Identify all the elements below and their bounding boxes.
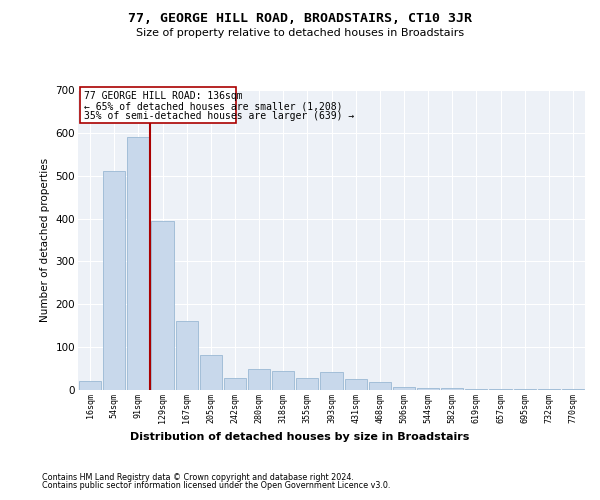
Text: 35% of semi-detached houses are larger (639) →: 35% of semi-detached houses are larger (… bbox=[83, 112, 354, 122]
Bar bbox=[490, 388, 512, 390]
Bar bbox=[320, 372, 343, 390]
Bar bbox=[393, 386, 415, 390]
Text: Contains public sector information licensed under the Open Government Licence v3: Contains public sector information licen… bbox=[42, 481, 391, 490]
Bar bbox=[224, 378, 246, 390]
Text: 77, GEORGE HILL ROAD, BROADSTAIRS, CT10 3JR: 77, GEORGE HILL ROAD, BROADSTAIRS, CT10 … bbox=[128, 12, 472, 26]
Text: 77 GEORGE HILL ROAD: 136sqm: 77 GEORGE HILL ROAD: 136sqm bbox=[83, 91, 242, 101]
Bar bbox=[465, 388, 487, 390]
Bar bbox=[562, 389, 584, 390]
Bar bbox=[80, 88, 236, 124]
Bar bbox=[344, 380, 367, 390]
Bar bbox=[176, 322, 198, 390]
Bar bbox=[538, 389, 560, 390]
Bar bbox=[368, 382, 391, 390]
Bar bbox=[248, 368, 270, 390]
Bar bbox=[103, 172, 125, 390]
Bar bbox=[514, 389, 536, 390]
Bar bbox=[296, 378, 319, 390]
Bar bbox=[151, 220, 173, 390]
Bar bbox=[272, 370, 295, 390]
Text: ← 65% of detached houses are smaller (1,208): ← 65% of detached houses are smaller (1,… bbox=[83, 101, 342, 111]
Text: Contains HM Land Registry data © Crown copyright and database right 2024.: Contains HM Land Registry data © Crown c… bbox=[42, 472, 354, 482]
Bar bbox=[127, 137, 149, 390]
Text: Size of property relative to detached houses in Broadstairs: Size of property relative to detached ho… bbox=[136, 28, 464, 38]
Bar bbox=[200, 355, 222, 390]
Bar bbox=[417, 388, 439, 390]
Bar bbox=[79, 382, 101, 390]
Bar bbox=[441, 388, 463, 390]
Y-axis label: Number of detached properties: Number of detached properties bbox=[40, 158, 50, 322]
Text: Distribution of detached houses by size in Broadstairs: Distribution of detached houses by size … bbox=[130, 432, 470, 442]
